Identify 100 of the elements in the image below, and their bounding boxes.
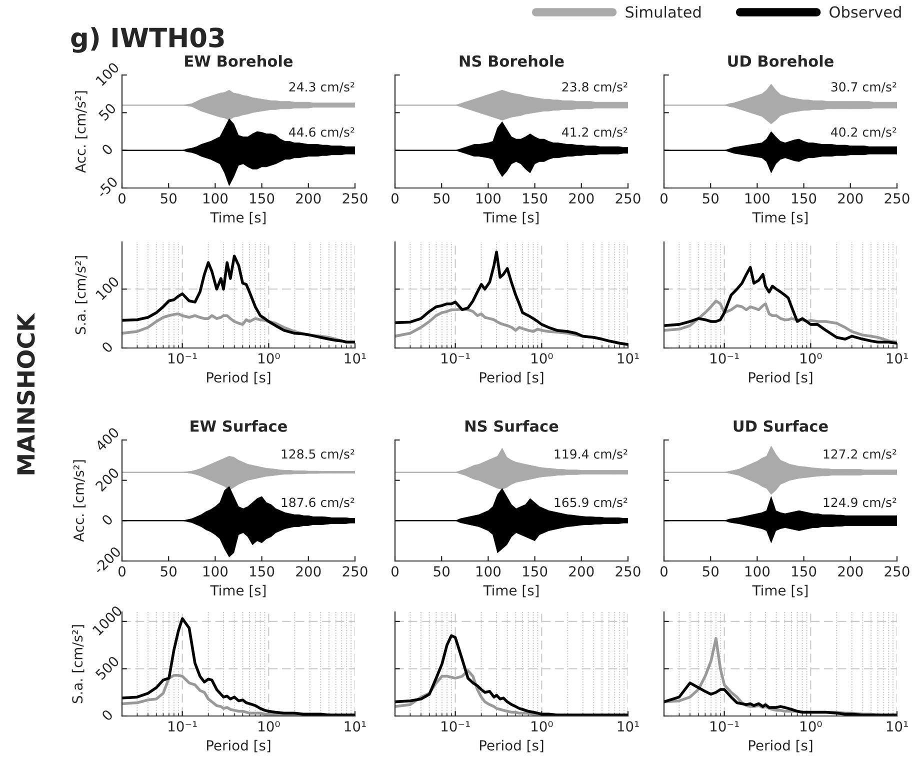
x-tick-label: 50 <box>702 193 719 204</box>
x-tick-label: 150 <box>523 193 548 204</box>
x-tick-label: 50 <box>434 193 450 204</box>
x-tick-label: 10¹ <box>886 353 908 364</box>
x-tick-label: 50 <box>434 566 450 577</box>
x-tick-label: 10¹ <box>618 721 639 732</box>
chart-title: NS Surface <box>465 420 558 432</box>
x-axis-title: Period [s] <box>748 740 812 752</box>
x-axis-title: Time [s] <box>210 212 266 224</box>
y-axis-title: S.a. [cm/s²] <box>74 256 88 334</box>
annotation: 119.4 cm/s² <box>554 449 628 460</box>
x-tick-label: 250 <box>616 566 640 577</box>
y-axis-title: Acc. [cm/s²] <box>74 91 88 173</box>
x-tick-label: 0 <box>660 193 668 204</box>
x-tick-label: 10⁻¹ <box>710 721 739 732</box>
annotation: 128.5 cm/s² <box>282 449 354 460</box>
x-tick-label: 250 <box>884 566 910 577</box>
x-tick-label: 150 <box>523 566 548 577</box>
y-tick-label: 400 <box>94 426 120 452</box>
annotation: 187.6 cm/s² <box>282 498 354 508</box>
y-tick-label: 100 <box>95 276 120 300</box>
x-axis-title: Period [s] <box>206 740 270 752</box>
x-axis-title: Time [s] <box>483 212 539 224</box>
x-axis-title: Time [s] <box>210 584 266 598</box>
x-axis-title: Time [s] <box>483 584 539 598</box>
x-axis-title: Time [s] <box>752 584 808 598</box>
x-tick-label: 10¹ <box>618 353 639 364</box>
y-tick-label: 0 <box>101 514 114 526</box>
x-tick-label: 10⁻¹ <box>168 353 197 364</box>
legend-label: Simulated <box>626 6 701 18</box>
x-tick-label: 200 <box>296 566 321 577</box>
x-tick-label: 10⁻¹ <box>442 721 470 732</box>
y-axis-title: S.a. [cm/s²] <box>72 625 84 704</box>
chart-title: UD Borehole <box>728 55 834 67</box>
annotation: 44.6 cm/s² <box>289 127 354 138</box>
x-axis-title: Time [s] <box>752 212 808 224</box>
y-tick-label: -50 <box>96 176 118 198</box>
x-tick-label: 200 <box>296 193 321 204</box>
x-tick-label: 250 <box>616 193 640 204</box>
x-tick-label: 200 <box>838 566 863 577</box>
x-tick-label: 50 <box>702 566 719 577</box>
x-tick-label: 150 <box>250 193 274 204</box>
chart-title: EW Borehole <box>185 55 293 67</box>
annotation: 127.2 cm/s² <box>824 449 896 460</box>
y-tick-label: 200 <box>94 467 120 492</box>
x-tick-label: 10¹ <box>344 721 366 732</box>
x-axis-title: Period [s] <box>206 372 270 384</box>
y-axis-title: Acc. [cm/s²] <box>73 460 86 542</box>
x-tick-label: 10⁰ <box>532 353 553 364</box>
y-tick-label: 50 <box>98 102 117 122</box>
x-axis-title: Period [s] <box>480 740 544 752</box>
x-tick-label: 100 <box>476 193 501 204</box>
chart-title: NS Borehole <box>460 55 564 67</box>
y-tick-label: 0 <box>101 708 114 722</box>
x-tick-label: 150 <box>792 193 816 204</box>
x-tick-label: 0 <box>660 566 668 577</box>
x-tick-label: 250 <box>342 566 368 577</box>
x-tick-label: 10⁰ <box>800 721 822 732</box>
x-tick-label: 250 <box>342 193 368 204</box>
legend-label: Observed <box>830 6 901 18</box>
x-tick-label: 100 <box>745 193 770 204</box>
x-tick-label: 200 <box>569 566 594 577</box>
x-tick-label: 50 <box>160 193 177 204</box>
annotation: 23.8 cm/s² <box>562 82 628 93</box>
x-tick-label: 100 <box>476 566 501 577</box>
annotation: 124.9 cm/s² <box>824 498 896 508</box>
chart-title: EW Surface <box>190 420 287 432</box>
x-tick-label: 10¹ <box>886 721 908 732</box>
y-tick-label: 500 <box>94 655 120 680</box>
x-tick-label: 10⁻¹ <box>442 353 470 364</box>
chart-title: UD Surface <box>734 420 828 432</box>
annotation: 24.3 cm/s² <box>289 82 354 93</box>
x-tick-label: 10⁰ <box>800 353 822 364</box>
annotation: 41.2 cm/s² <box>562 127 628 138</box>
x-tick-label: 50 <box>160 566 177 577</box>
x-tick-label: 0 <box>391 566 398 577</box>
x-tick-label: 150 <box>792 566 816 577</box>
text: MAINSHOCK <box>16 312 35 474</box>
x-tick-label: 250 <box>884 193 910 204</box>
x-tick-label: 10⁰ <box>258 721 280 732</box>
annotation: 40.2 cm/s² <box>831 127 896 138</box>
x-axis-title: Period [s] <box>748 372 812 384</box>
annotation: 165.9 cm/s² <box>554 498 628 508</box>
y-tick-label: 0 <box>101 143 114 156</box>
x-tick-label: 10⁻¹ <box>168 721 197 732</box>
x-tick-label: 100 <box>203 193 228 204</box>
y-tick-label: 100 <box>95 62 120 86</box>
x-tick-label: 10¹ <box>344 353 366 364</box>
x-tick-label: 0 <box>391 193 398 204</box>
y-tick-label: 0 <box>101 340 114 354</box>
x-tick-label: 100 <box>745 566 770 577</box>
x-tick-label: 150 <box>250 566 274 577</box>
x-tick-label: 200 <box>569 193 594 204</box>
x-tick-label: 200 <box>838 193 863 204</box>
text: g) IWTH03 <box>71 27 224 53</box>
x-tick-label: 10⁰ <box>532 721 553 732</box>
x-tick-label: 100 <box>203 566 228 577</box>
annotation: 30.7 cm/s² <box>831 82 896 93</box>
x-axis-title: Period [s] <box>480 372 544 384</box>
x-tick-label: 10⁻¹ <box>710 353 739 364</box>
